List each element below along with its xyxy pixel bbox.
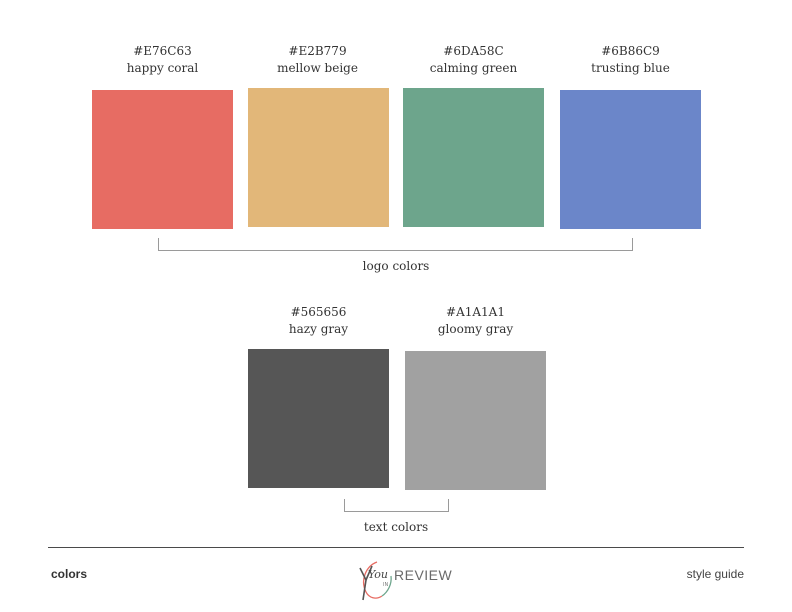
swatch-gloomy-gray bbox=[405, 351, 546, 490]
color-name: calming green bbox=[429, 61, 518, 75]
logo-colors-label: logo colors bbox=[362, 259, 430, 273]
color-name: mellow beige bbox=[277, 61, 358, 75]
logo-colors-bracket bbox=[158, 238, 633, 251]
hex-code: #6B86C9 bbox=[601, 44, 660, 58]
footer-doc-title: style guide bbox=[686, 567, 744, 581]
text-colors-label: text colors bbox=[363, 520, 429, 534]
logo-wordmark: REVIEW bbox=[394, 567, 453, 583]
swatch-label-mellow-beige: #E2B779 mellow beige bbox=[247, 43, 388, 77]
color-name: happy coral bbox=[126, 61, 199, 75]
hex-code: #E2B779 bbox=[288, 44, 347, 58]
hex-code: #E76C63 bbox=[133, 44, 192, 58]
color-name: gloomy gray bbox=[437, 322, 514, 336]
footer-section-title: colors bbox=[51, 567, 88, 581]
swatch-calming-green bbox=[403, 88, 544, 227]
logo-small-text: IN bbox=[383, 582, 388, 588]
color-name: trusting blue bbox=[591, 61, 670, 75]
you-in-review-logo: You IN bbox=[359, 561, 392, 601]
swatch-label-happy-coral: #E76C63 happy coral bbox=[92, 43, 233, 77]
swatch-mellow-beige bbox=[248, 88, 389, 227]
swatch-hazy-gray bbox=[248, 349, 389, 488]
hex-code: #6DA58C bbox=[443, 44, 504, 58]
logo-script-text: You bbox=[368, 568, 388, 581]
text-colors-bracket bbox=[344, 499, 449, 512]
footer-divider bbox=[48, 547, 744, 548]
swatch-label-calming-green: #6DA58C calming green bbox=[403, 43, 544, 77]
swatch-trusting-blue bbox=[560, 90, 701, 229]
color-name: hazy gray bbox=[288, 322, 349, 336]
hex-code: #565656 bbox=[290, 305, 347, 319]
swatch-label-gloomy-gray: #A1A1A1 gloomy gray bbox=[405, 304, 546, 338]
swatch-label-trusting-blue: #6B86C9 trusting blue bbox=[560, 43, 701, 77]
hex-code: #A1A1A1 bbox=[446, 305, 505, 319]
swatch-label-hazy-gray: #565656 hazy gray bbox=[248, 304, 389, 338]
swatch-happy-coral bbox=[92, 90, 233, 229]
